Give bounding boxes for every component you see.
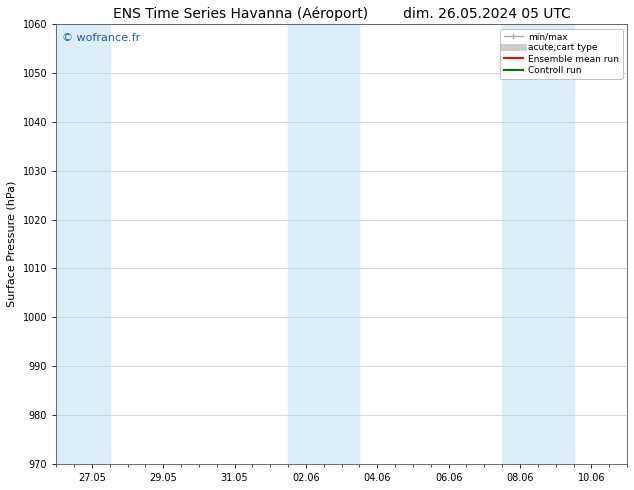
Bar — [502, 24, 574, 464]
Title: ENS Time Series Havanna (Aéroport)        dim. 26.05.2024 05 UTC: ENS Time Series Havanna (Aéroport) dim. … — [113, 7, 571, 22]
Y-axis label: Surface Pressure (hPa): Surface Pressure (hPa) — [7, 181, 17, 307]
Legend: min/max, acute;cart type, Ensemble mean run, Controll run: min/max, acute;cart type, Ensemble mean … — [500, 28, 623, 78]
Bar — [56, 24, 110, 464]
Bar — [288, 24, 359, 464]
Text: © wofrance.fr: © wofrance.fr — [62, 33, 140, 43]
